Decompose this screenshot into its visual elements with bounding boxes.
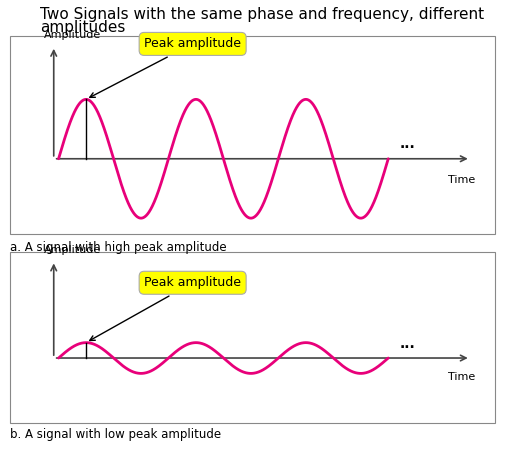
Text: Time: Time — [448, 372, 476, 382]
Text: Peak amplitude: Peak amplitude — [90, 37, 241, 97]
Text: Amplitude: Amplitude — [44, 30, 102, 40]
Text: Amplitude: Amplitude — [44, 245, 102, 256]
Text: ...: ... — [400, 137, 416, 151]
Text: Peak amplitude: Peak amplitude — [90, 276, 241, 341]
Text: a. A signal with high peak amplitude: a. A signal with high peak amplitude — [10, 241, 227, 254]
Text: ...: ... — [400, 337, 416, 351]
Text: amplitudes: amplitudes — [40, 20, 126, 35]
Text: Time: Time — [448, 175, 476, 184]
Text: b. A signal with low peak amplitude: b. A signal with low peak amplitude — [10, 428, 221, 441]
Text: Two Signals with the same phase and frequency, different: Two Signals with the same phase and freq… — [40, 7, 484, 22]
